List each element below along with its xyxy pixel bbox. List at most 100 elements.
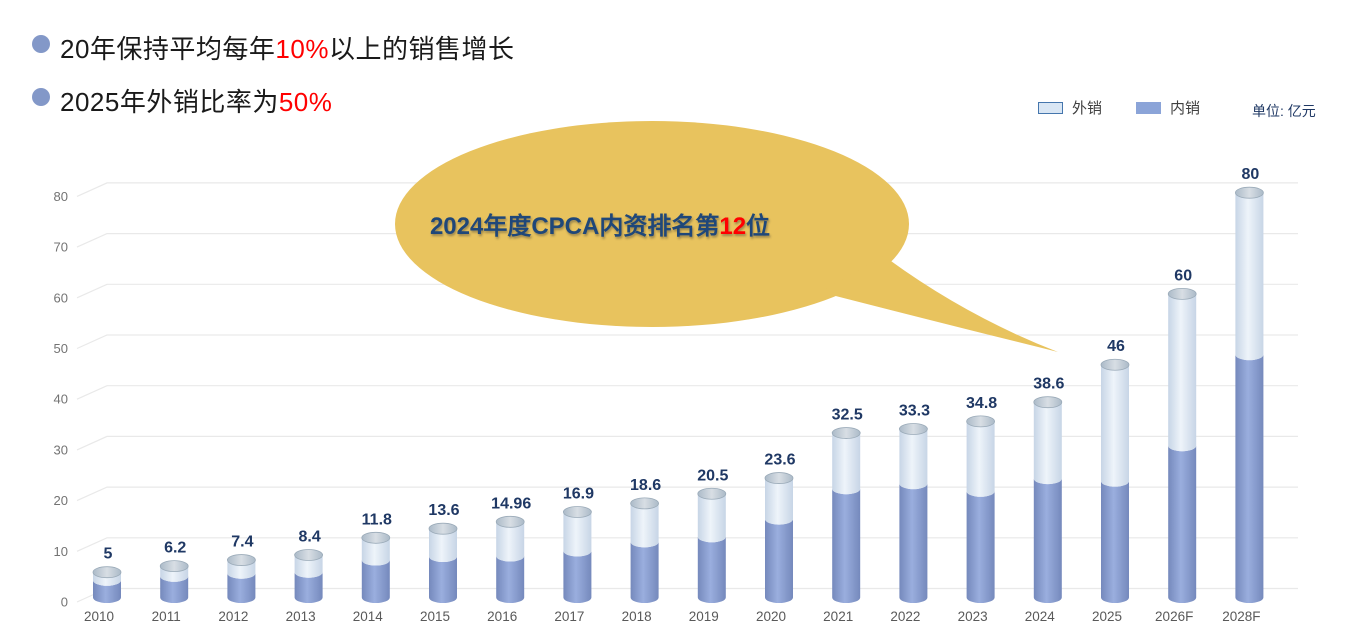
y-tick-label-20: 20 — [54, 493, 68, 508]
bar-series: 5 2010 6.2 2011 7.4 2012 8.4 2013 11.8 2014 13.6 20… — [84, 166, 1264, 624]
callout-tail — [820, 256, 1058, 352]
bar-group-2013: 8.4 2013 — [286, 528, 324, 624]
legend-label-export: 外销 — [1072, 100, 1103, 117]
x-tick-label-2011: 2011 — [152, 609, 181, 624]
grid-line-40 — [76, 385, 1298, 400]
callout-prefix: 2024年度CPCA内资排名第 — [429, 213, 720, 240]
bar-domestic-segment — [361, 560, 390, 603]
x-tick-label-2018: 2018 — [622, 609, 652, 624]
bar-domestic-segment — [294, 572, 323, 603]
bar-cap — [630, 497, 659, 510]
bar-cap — [294, 549, 324, 561]
bar-group-2021: 32.5 2021 — [823, 407, 863, 624]
value-label-2022: 33.3 — [899, 403, 930, 420]
export-swatch-icon — [1038, 101, 1063, 114]
bar-cap — [1100, 358, 1130, 371]
y-tick-label-10: 10 — [54, 544, 68, 559]
callout-highlight: 12 — [719, 213, 747, 240]
bar-domestic-segment — [630, 541, 659, 603]
value-label-2015: 13.6 — [428, 502, 459, 519]
x-tick-label-2021: 2021 — [823, 609, 853, 624]
bar-export-segment — [1033, 402, 1062, 485]
bar-group-2015: 13.6 2015 — [420, 502, 460, 624]
grid-line-80 — [76, 182, 1298, 197]
x-tick-label-2020: 2020 — [756, 609, 786, 624]
bar-domestic-segment — [966, 491, 995, 603]
bar-group-2023: 34.8 2023 — [958, 395, 998, 624]
bar-group-2011: 6.2 2011 — [152, 540, 189, 624]
value-label-2021: 32.5 — [832, 407, 863, 424]
unit-label: 单位: 亿元 — [1252, 103, 1316, 119]
value-label-2013: 8.4 — [298, 528, 320, 545]
bar-domestic-segment — [1101, 481, 1129, 603]
bullet-text-2: 2025年外销比率为50% — [60, 82, 332, 119]
value-label-2020: 23.6 — [764, 452, 795, 469]
y-tick-label-80: 80 — [54, 189, 68, 204]
bar-export-segment — [630, 503, 659, 548]
bar-export-segment — [160, 566, 189, 582]
x-tick-label-2019: 2019 — [689, 609, 719, 624]
bar-group-2010: 5 2010 — [84, 546, 122, 624]
bar-domestic-segment — [93, 580, 122, 603]
bar-export-segment — [429, 528, 457, 563]
bar-export-segment — [899, 429, 928, 490]
value-label-2011: 6.2 — [164, 540, 186, 557]
legend-item-export: 外销 — [1038, 97, 1102, 118]
bar-cap — [899, 423, 928, 435]
bar-domestic-segment — [899, 483, 928, 603]
value-label-2010: 5 — [104, 546, 113, 563]
y-tick-label-40: 40 — [54, 392, 68, 407]
x-tick-label-2024: 2024 — [1025, 609, 1056, 624]
bar-group-2016: 14.96 2016 — [487, 495, 531, 624]
bar-group-2018: 18.6 2018 — [622, 477, 662, 624]
grid-line-50 — [76, 334, 1298, 350]
y-tick-label-60: 60 — [54, 290, 68, 305]
bar-cap — [831, 427, 861, 439]
y-tick-label-70: 70 — [54, 240, 68, 255]
bullet-2-prefix: 2025年外销比率为 — [60, 87, 279, 117]
bar-cap — [966, 415, 995, 428]
bar-cap — [1167, 287, 1197, 300]
callout-suffix: 位 — [746, 213, 771, 240]
bullet-1-highlight: 10% — [275, 34, 329, 64]
y-tick-label-30: 30 — [54, 442, 68, 457]
callout-bubble-group — [395, 121, 1058, 352]
value-label-2026F: 60 — [1174, 267, 1192, 284]
bullet-text-1: 20年保持平均每年10%以上的销售增长 — [60, 29, 514, 66]
bar-domestic-segment — [496, 556, 525, 603]
x-tick-label-2014: 2014 — [353, 609, 384, 624]
value-label-2014: 11.8 — [362, 511, 392, 528]
value-label-2025: 46 — [1107, 338, 1125, 355]
callout-text: 2024年度CPCA内资排名第12位 — [340, 206, 860, 241]
bar-export-segment — [93, 572, 122, 586]
value-label-2012: 7.4 — [231, 534, 253, 551]
bullet-2-highlight: 50% — [278, 87, 333, 117]
bullet-icon — [32, 88, 50, 106]
bar-domestic-segment — [1235, 354, 1264, 603]
bar-export-segment — [765, 478, 793, 525]
legend-label-domestic: 内销 — [1170, 100, 1201, 117]
bar-domestic-segment — [1033, 478, 1062, 603]
x-tick-label-2010: 2010 — [84, 609, 114, 624]
value-label-2016: 14.96 — [491, 495, 531, 512]
bar-export-segment — [966, 421, 995, 497]
x-tick-label-2012: 2012 — [218, 609, 248, 624]
x-tick-label-2017: 2017 — [554, 609, 584, 624]
bar-group-2017: 16.9 2017 — [554, 485, 594, 624]
x-tick-label-2026F: 2026F — [1155, 609, 1193, 624]
bullet-1-suffix: 以上的销售增长 — [328, 34, 515, 64]
bar-cap — [159, 560, 189, 573]
bar-domestic-segment — [765, 519, 793, 603]
bar-export-segment — [1235, 192, 1264, 361]
x-tick-label-2022: 2022 — [890, 609, 920, 624]
bar-export-segment — [697, 493, 726, 543]
bar-cap — [92, 566, 122, 579]
bar-export-segment — [361, 537, 390, 566]
value-label-2018: 18.6 — [630, 477, 661, 494]
bar-group-2024: 38.6 2024 — [1025, 376, 1065, 624]
x-tick-label-2016: 2016 — [487, 609, 517, 624]
bar-cap — [428, 522, 458, 535]
x-tick-label-2025: 2025 — [1092, 609, 1122, 624]
